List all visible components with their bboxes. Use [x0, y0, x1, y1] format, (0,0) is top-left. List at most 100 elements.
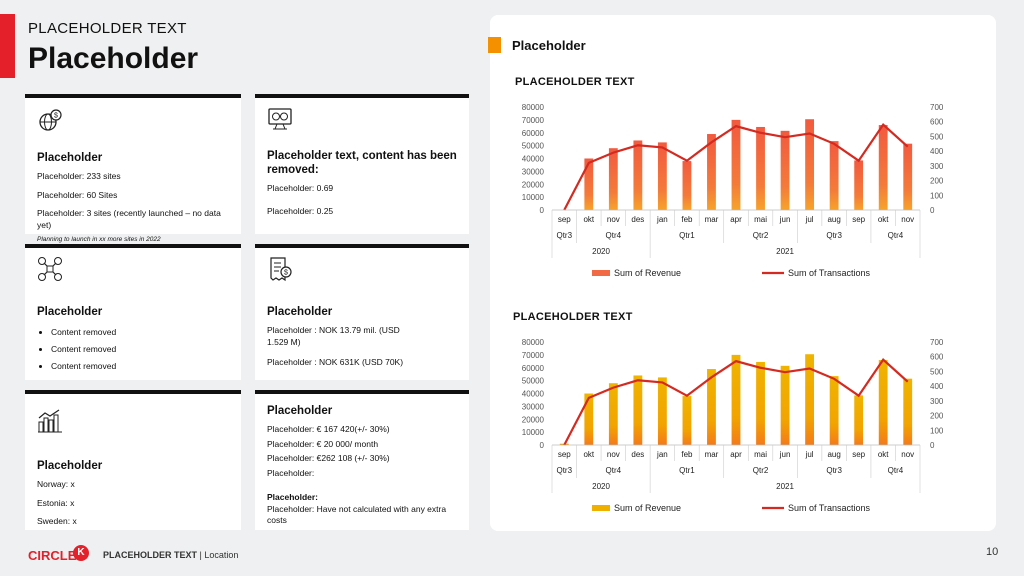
content-list: Content removed Content removed Content …: [37, 324, 229, 375]
revenue-transactions-chart-2: 8000070000600005000040000300002000010000…: [522, 338, 944, 513]
x-tick-quarter: Qtr3: [556, 231, 572, 240]
x-tick-quarter: Qtr1: [679, 231, 695, 240]
x-tick-quarter: Qtr4: [606, 231, 622, 240]
x-tick-month: okt: [878, 450, 889, 459]
card-line: Placeholder: € 20 000/ month: [267, 438, 379, 449]
y-tick-right: 400: [930, 382, 944, 391]
x-tick-quarter: Qtr1: [679, 466, 695, 475]
y-tick-left: 0: [540, 206, 545, 215]
y-tick-right: 300: [930, 397, 944, 406]
y-tick-right: 700: [930, 103, 944, 112]
revenue-bar: [682, 396, 692, 445]
revenue-bar: [756, 126, 765, 210]
x-tick-month: feb: [681, 450, 693, 459]
revenue-bar: [608, 383, 618, 445]
x-tick-quarter: Qtr2: [753, 466, 769, 475]
card-heading: Placeholder: [267, 405, 333, 417]
chart-title: PLACEHOLDER TEXT: [515, 76, 635, 88]
y-tick-left: 30000: [522, 402, 545, 411]
x-tick-month: sep: [852, 450, 865, 459]
y-tick-right: 200: [930, 177, 944, 186]
legend-label: Sum of Transactions: [788, 503, 871, 513]
card-ratios: Placeholder text, content has been remov…: [255, 94, 469, 234]
y-tick-left: 40000: [522, 155, 545, 164]
card-content-list: Placeholder Content removed Content remo…: [25, 244, 241, 380]
revenue-bar: [805, 354, 815, 445]
card-line: Norway: x: [37, 479, 75, 490]
x-tick-month: mai: [754, 215, 767, 224]
card-costs-eur: Placeholder Placeholder: € 167 420(+/- 3…: [255, 390, 469, 530]
card-costs-nok: $ Placeholder Placeholder : NOK 13.79 mi…: [255, 244, 469, 380]
revenue-bar: [854, 160, 864, 210]
legend-swatch-revenue: [592, 505, 610, 511]
svg-text:$: $: [54, 113, 58, 120]
y-tick-left: 80000: [522, 338, 545, 347]
x-tick-month: jul: [805, 215, 814, 224]
x-tick-month: aug: [827, 215, 840, 224]
card-line: Placeholder : NOK 631K (USD 70K): [267, 357, 404, 368]
y-tick-left: 60000: [522, 129, 545, 138]
revenue-bar: [707, 134, 716, 210]
card-heading: Placeholder: [37, 306, 103, 318]
monitor-exchange-icon: [268, 108, 292, 130]
x-tick-year: 2021: [776, 247, 794, 256]
x-tick-year: 2020: [592, 482, 610, 491]
x-tick-month: sep: [558, 215, 571, 224]
revenue-bar: [780, 130, 790, 210]
drone-icon: [38, 257, 62, 281]
revenue-transactions-chart-1: 8000070000600005000040000300002000010000…: [522, 103, 944, 278]
x-tick-month: jan: [656, 215, 668, 224]
x-tick-month: des: [631, 215, 644, 224]
brand-logo: CIRCLE: [28, 548, 77, 563]
x-tick-month: sep: [558, 450, 571, 459]
card-line: Estonia: x: [37, 497, 75, 508]
x-tick-month: mar: [705, 215, 719, 224]
y-tick-left: 70000: [522, 351, 545, 360]
revenue-bar: [608, 148, 618, 210]
x-tick-month: des: [631, 450, 644, 459]
y-tick-left: 10000: [522, 428, 545, 437]
y-tick-right: 400: [930, 147, 944, 156]
legend-label: Sum of Revenue: [614, 268, 681, 278]
revenue-bar: [657, 142, 667, 210]
card-line: Placeholder: 0.25: [267, 206, 334, 217]
revenue-bar: [657, 377, 667, 445]
chart-title: PLACEHOLDER TEXT: [513, 311, 633, 323]
revenue-bar: [854, 395, 864, 445]
card-line: Placeholder: €262 108 (+/- 30%): [267, 453, 390, 464]
y-tick-right: 500: [930, 367, 944, 376]
card-line: Placeholder: € 167 420(+/- 30%): [267, 424, 390, 435]
footer-location: | Location: [199, 550, 239, 560]
card-sites: $ Placeholder Placeholder: 233 sites Pla…: [25, 94, 241, 243]
y-tick-left: 10000: [522, 193, 545, 202]
revenue-bar: [903, 143, 913, 210]
x-tick-year: 2021: [776, 482, 794, 491]
x-tick-month: mar: [705, 450, 719, 459]
x-tick-month: nov: [901, 450, 914, 459]
x-tick-quarter: Qtr3: [826, 231, 842, 240]
city-chart-icon: [38, 409, 62, 433]
y-tick-left: 20000: [522, 180, 545, 189]
x-tick-month: nov: [901, 215, 914, 224]
x-tick-year: 2020: [592, 247, 610, 256]
x-tick-quarter: Qtr2: [753, 231, 769, 240]
transactions-line: [563, 357, 909, 446]
y-tick-left: 70000: [522, 116, 545, 125]
revenue-bar: [878, 360, 888, 445]
y-tick-left: 0: [540, 441, 545, 450]
x-tick-quarter: Qtr4: [888, 231, 904, 240]
revenue-bar: [682, 161, 692, 210]
x-tick-month: jun: [779, 215, 791, 224]
page-number: 10: [986, 546, 999, 558]
card-line: Placeholder: 60 Sites: [37, 189, 118, 200]
revenue-bar: [633, 375, 643, 445]
card-note: Planning to launch in xx more sites in 2…: [37, 236, 161, 244]
x-tick-month: jan: [656, 450, 668, 459]
revenue-bar: [829, 141, 839, 210]
invoice-dollar-icon: $: [270, 257, 292, 282]
list-item: Content removed: [51, 324, 229, 341]
revenue-bar: [903, 378, 913, 445]
revenue-bar: [633, 140, 643, 210]
card-line: Placeholder: 233 sites: [37, 171, 121, 182]
card-heading: Placeholder: [267, 306, 333, 318]
